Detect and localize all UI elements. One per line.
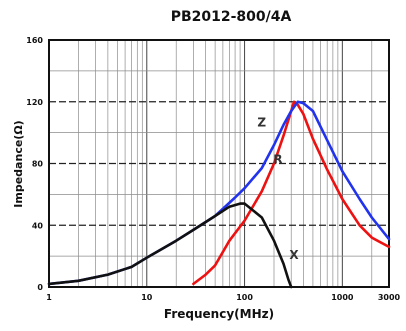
y-tick-label: 40 [32,221,44,230]
series-annotation-z: Z [257,115,266,129]
x-tick-label: 10 [141,293,153,302]
plot-frame [48,39,390,288]
x-axis-label: Frequency(MHz) [164,307,274,321]
y-axis-label: Impedance(Ω) [12,120,25,207]
x-tick-label: 100 [236,293,253,302]
y-tick-label: 80 [32,160,44,169]
x-tick-label: 1000 [331,293,354,302]
series-line-x [47,202,293,289]
series-layer [47,100,391,289]
chart-title: PB2012-800/4A [171,9,292,25]
grid-layer [49,40,389,287]
y-tick-label: 0 [37,283,43,292]
label-layer: Z R X [257,115,299,262]
series-annotation-r: R [273,153,282,167]
y-tick-label: 160 [26,36,43,45]
axis-layer: 0 40 80 120 160 1 10 100 1000 3000 [26,36,400,302]
x-tick-label: 3000 [378,293,401,302]
x-tick-label: 1 [46,293,52,302]
series-line-r [192,100,391,286]
y-tick-label: 120 [26,98,43,107]
series-annotation-x: X [289,248,299,262]
